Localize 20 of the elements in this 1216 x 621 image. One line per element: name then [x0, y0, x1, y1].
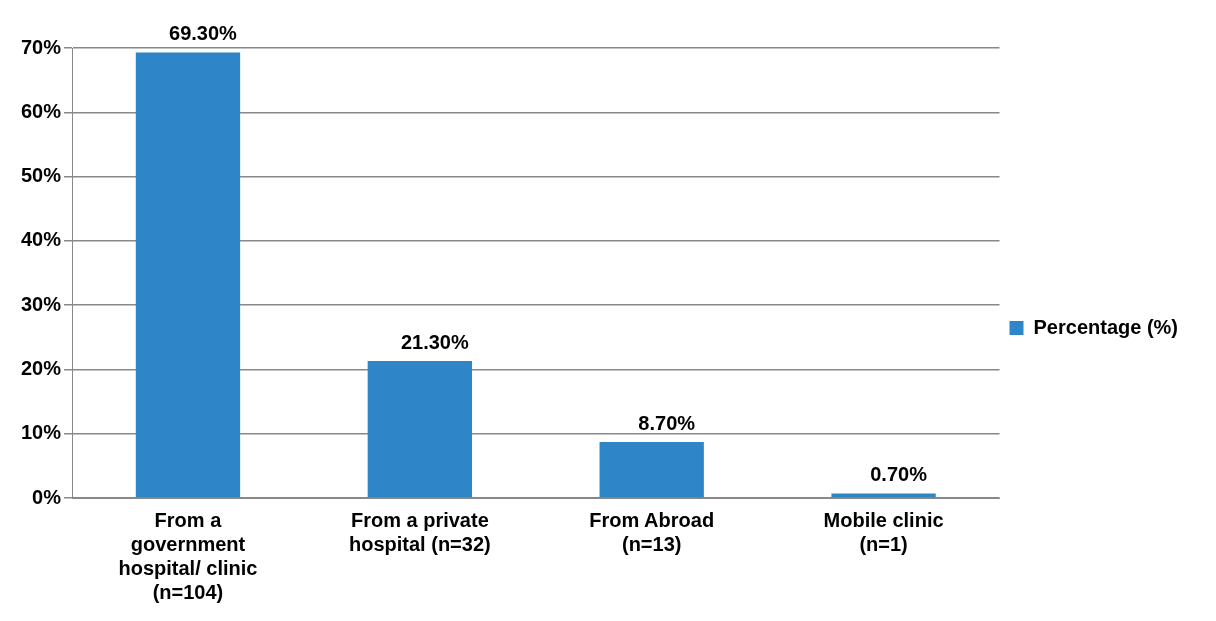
y-tick-label: 60%: [21, 99, 62, 122]
y-tick-label: 50%: [21, 164, 62, 187]
y-tick-label: 40%: [21, 228, 62, 251]
x-tick-label: Mobile clinic (n=1): [823, 508, 944, 555]
y-tick-label: 20%: [21, 356, 62, 379]
bar: [599, 442, 704, 498]
bar: [135, 52, 241, 498]
x-tick-label: From Abroad (n=13): [589, 508, 715, 555]
y-tick-label: 10%: [21, 421, 62, 444]
legend-label: Percentage (%): [1033, 315, 1179, 338]
y-tick-label: 70%: [21, 35, 62, 58]
data-label: 8.70%: [638, 411, 696, 434]
data-label: 21.30%: [400, 330, 469, 353]
x-tick-label: From a government hospital/ clinic (n=104): [118, 508, 258, 603]
data-label: 0.70%: [870, 463, 928, 486]
y-tick-label: 0%: [32, 485, 62, 508]
x-tick-label: From a private hospital (n=32): [348, 508, 491, 555]
y-tick-label: 30%: [21, 292, 62, 315]
bar: [367, 361, 472, 498]
data-label: 69.30%: [169, 22, 238, 45]
